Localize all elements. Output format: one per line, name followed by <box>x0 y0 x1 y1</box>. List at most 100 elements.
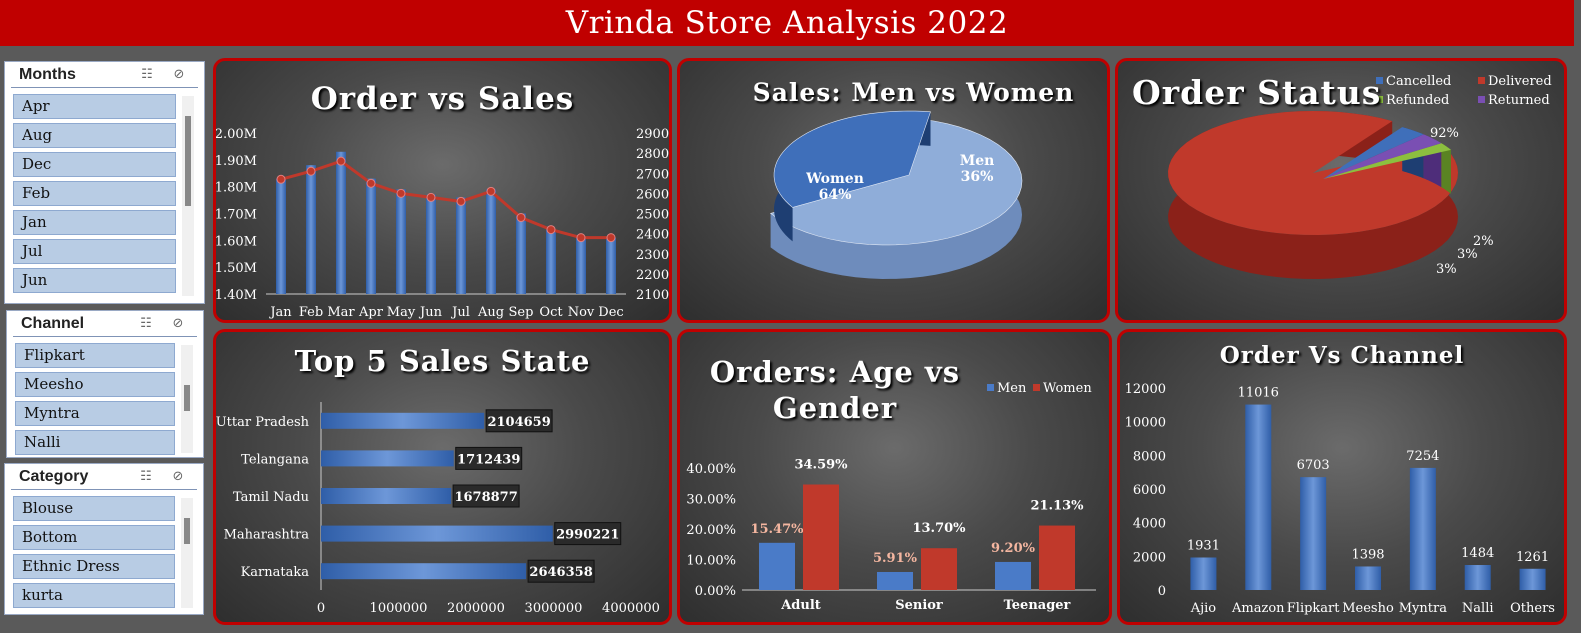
channel-bar <box>1464 565 1491 590</box>
state-bar <box>321 525 553 542</box>
order-channel-chart: 12000 10000 8000 6000 4000 2000 0 1931 Ajio 11016… <box>1125 382 1555 616</box>
category-slicer[interactable]: Category ☷ ⊘ Blouse Bottom Ethnic Dress kurta <box>4 463 204 615</box>
slice-value-label: 3% <box>1457 247 1478 262</box>
slicer-item[interactable]: Jan <box>13 210 176 235</box>
months-slicer[interactable]: Months ☷ ⊘ Apr Aug Dec Feb Jan Jul Jun <box>4 61 205 304</box>
chart-title: Sales: Men vs Women <box>752 78 1075 107</box>
slicer-item[interactable]: Jul <box>13 239 176 264</box>
y-right-tick-label: 2300 <box>636 248 669 263</box>
data-label: 34.59% <box>794 458 848 473</box>
pie-slice <box>1323 127 1424 179</box>
slicer-item[interactable]: Feb <box>13 181 176 206</box>
data-label: 1712439 <box>457 452 520 467</box>
slicer-title: Category <box>19 467 89 485</box>
clear-filter-icon[interactable]: ⊘ <box>173 66 185 82</box>
slicer-item[interactable]: Meesho <box>15 372 175 397</box>
age-gender-panel: Orders: Age vs Gender 40.00% 30.00% 20.00%… <box>677 329 1112 625</box>
series-bar <box>803 484 839 590</box>
channel-slicer[interactable]: Channel ☷ ⊘ Flipkart Meesho Myntra Nalli <box>6 310 204 458</box>
slicer-scrollbar[interactable] <box>182 96 194 296</box>
data-label: 1398 <box>1351 547 1384 562</box>
multi-select-icon[interactable]: ☷ <box>140 315 152 331</box>
channel-bar <box>1190 557 1217 590</box>
top-states-chart: 0 1000000 2000000 3000000 4000000 Uttar Prade… <box>216 402 660 616</box>
slicer-scrollbar[interactable] <box>181 498 193 608</box>
sales-bar <box>576 237 586 294</box>
slicer-item[interactable]: Flipkart <box>15 343 175 368</box>
slicer-item[interactable]: Jun <box>13 268 176 293</box>
x-tick-label: Teenager <box>1004 598 1071 613</box>
orders-point <box>486 186 496 196</box>
y-tick-label: Uttar Pradesh <box>216 415 310 430</box>
series-bar <box>1039 525 1075 590</box>
slicer-item[interactable]: Myntra <box>15 401 175 426</box>
x-tick-label: Nalli <box>1462 601 1494 616</box>
y-tick-label: 0.00% <box>695 584 736 599</box>
slicer-item[interactable]: Aug <box>13 123 176 148</box>
y-right-tick-label: 2400 <box>636 228 669 243</box>
y-right-tick-label: 2900 <box>636 127 669 142</box>
sales-bar <box>336 151 346 294</box>
y-tick-label: Maharashtra <box>224 528 310 543</box>
slicer-item[interactable]: Ethnic Dress <box>13 554 175 579</box>
slicer-item[interactable]: Blouse <box>13 496 175 521</box>
slice-value-label: 64% <box>819 187 852 203</box>
y-tick-label: Tamil Nadu <box>233 490 309 505</box>
legend-label: Men <box>997 381 1027 396</box>
slicer-title: Months <box>19 65 76 83</box>
legend-swatch <box>987 384 994 391</box>
chart-title: Orders: Age vs Gender <box>709 355 961 425</box>
y-left-tick-label: 1.40M <box>216 288 257 303</box>
legend-label: Delivered <box>1488 74 1552 89</box>
slicer-item[interactable]: kurta <box>13 583 175 608</box>
sales-bar <box>306 165 316 294</box>
slicer-item[interactable]: Nalli <box>15 430 175 455</box>
clear-filter-icon[interactable]: ⊘ <box>172 468 184 484</box>
slice-value-label: 2% <box>1473 234 1494 249</box>
dashboard-title: Vrinda Store Analysis 2022 <box>0 0 1574 46</box>
y-tick-label: 40.00% <box>686 462 736 477</box>
multi-select-icon[interactable]: ☷ <box>140 468 152 484</box>
pie-slice-side <box>1441 143 1451 194</box>
order-channel-panel: Order Vs Channel 12000 10000 8000 6000 4000 2… <box>1117 329 1567 625</box>
sales-bar <box>396 189 406 294</box>
data-label: 15.47% <box>750 522 804 537</box>
y-right-tick-label: 2700 <box>636 167 669 182</box>
data-label: 9.20% <box>991 541 1036 556</box>
orders-point <box>366 178 376 188</box>
data-label: 1261 <box>1516 550 1549 565</box>
chart-title: Order vs Sales <box>310 81 575 117</box>
top-states-panel: Top 5 Sales State 0 1000000 2000000 3000000… <box>213 329 672 625</box>
orders-point <box>276 174 286 184</box>
multi-select-icon[interactable]: ☷ <box>141 66 153 82</box>
chart-title: Order Status <box>1132 73 1382 112</box>
channel-bar <box>1300 477 1327 590</box>
x-tick-label: 1000000 <box>370 601 428 616</box>
slicer-item[interactable]: Apr <box>13 94 176 119</box>
x-tick-label: Jan <box>268 305 292 320</box>
sales-bar <box>366 178 376 294</box>
legend-label: Cancelled <box>1386 74 1451 89</box>
orders-point <box>336 156 346 166</box>
slicer-scrollbar[interactable] <box>181 345 193 453</box>
clear-filter-icon[interactable]: ⊘ <box>172 315 184 331</box>
y-tick-label: 30.00% <box>686 493 736 508</box>
data-label-box <box>527 559 595 583</box>
slicer-item[interactable]: Bottom <box>13 525 175 550</box>
data-label: 2990221 <box>556 528 619 543</box>
x-tick-label: Amazon <box>1231 601 1285 616</box>
x-tick-label: May <box>387 305 416 320</box>
y-right-tick-label: 2800 <box>636 147 669 162</box>
data-label: 21.13% <box>1030 499 1084 514</box>
x-tick-label: 4000000 <box>602 601 660 616</box>
chart-title: Top 5 Sales State <box>294 344 591 378</box>
sales-bar <box>486 189 496 294</box>
slicer-item[interactable]: Dec <box>13 152 176 177</box>
data-label: 6703 <box>1297 458 1330 473</box>
data-label: 7254 <box>1406 449 1439 464</box>
slice-value-label: 36% <box>961 169 994 185</box>
x-tick-label: Feb <box>299 305 323 320</box>
age-gender-chart: 40.00% 30.00% 20.00% 10.00% 0.00% 15.47% 34.59… <box>686 381 1096 613</box>
state-bar <box>321 412 485 429</box>
